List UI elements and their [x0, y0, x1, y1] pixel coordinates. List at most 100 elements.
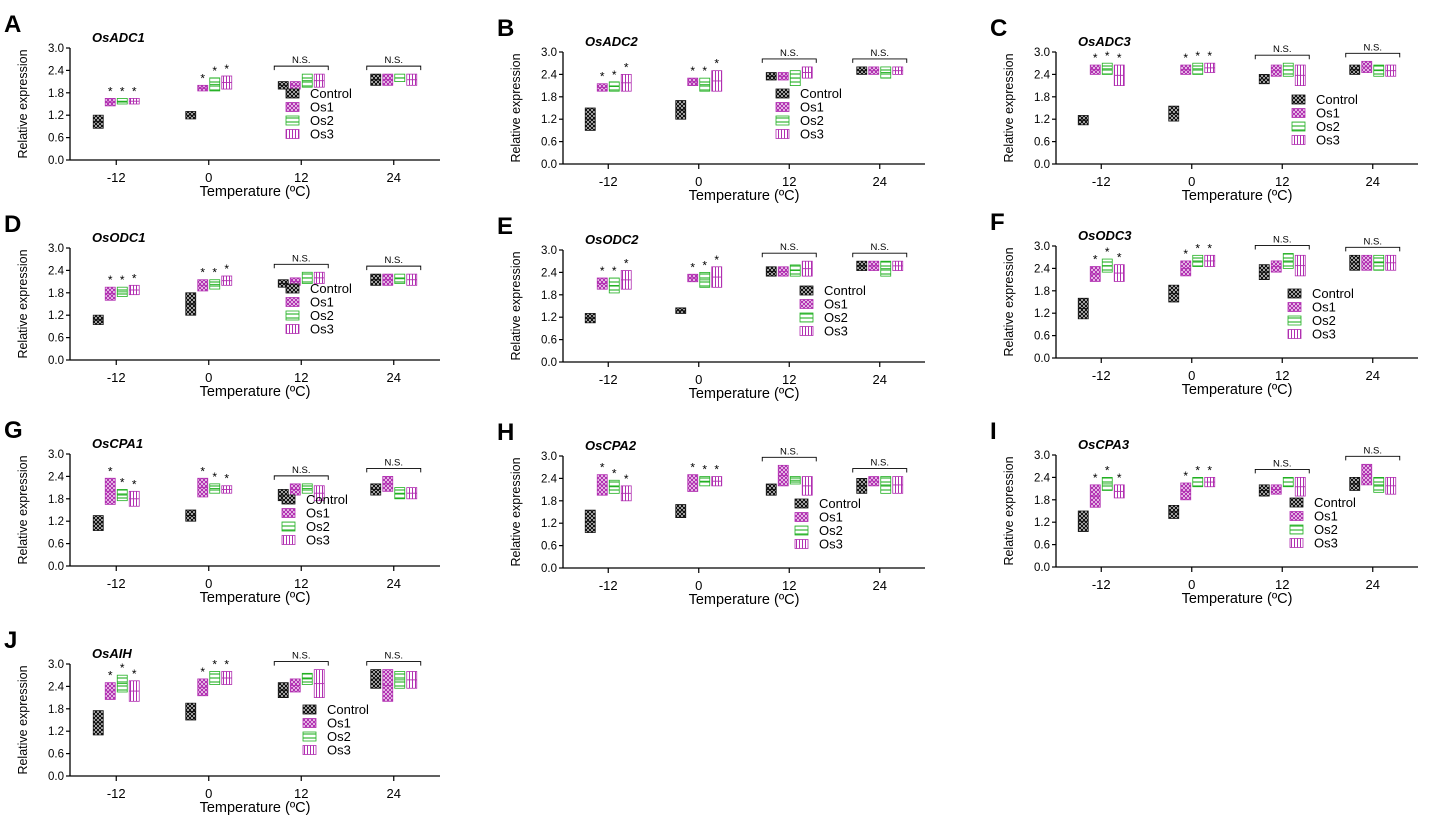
significance-star: *	[212, 64, 217, 78]
significance-star: *	[200, 71, 205, 85]
legend-label-control: Control	[306, 492, 348, 507]
ns-label: N.S.	[292, 465, 310, 476]
legend-swatch-control	[1287, 288, 1302, 299]
significance-star: *	[702, 258, 707, 272]
y-axis-label: Relative expression	[16, 455, 30, 564]
y-tick-label: 1.2	[1034, 517, 1050, 529]
y-tick-label: 2.4	[541, 473, 558, 485]
x-tick-label: 0	[695, 578, 702, 593]
x-tick-label: -12	[107, 170, 126, 185]
legend-label-os2: Os2	[310, 113, 334, 128]
y-tick-label: 0.0	[1034, 353, 1050, 365]
panel-e: E OsODC2 0.0 0.6 1.2 1.8 2.4 3.0 Relative expres…	[497, 213, 925, 402]
y-tick-label: 1.8	[541, 92, 557, 104]
panel-title: OsCPA1	[92, 436, 143, 451]
y-tick-label: 2.4	[541, 267, 558, 279]
legend-swatch-control	[794, 498, 809, 509]
legend-label-os1: Os1	[306, 506, 330, 521]
panel-f: F OsODC3 0.0 0.6 1.2 1.8 2.4 3.0 Relative expres…	[990, 209, 1418, 398]
significance-star: *	[1183, 51, 1188, 65]
y-tick-label: 1.8	[541, 496, 557, 508]
legend-swatch-os3	[302, 745, 317, 755]
legend-swatch-control	[1291, 94, 1306, 105]
legend-swatch-os3	[285, 324, 300, 334]
legend-swatch-os2	[799, 312, 814, 323]
y-tick-label: 1.2	[48, 516, 64, 528]
legend-swatch-os1	[302, 718, 317, 728]
panel-letter: E	[497, 213, 513, 240]
significance-star: *	[702, 64, 707, 78]
legend-label-os1: Os1	[327, 716, 351, 731]
ns-bracket	[366, 65, 422, 71]
significance-star: *	[1117, 471, 1122, 485]
significance-star: *	[120, 84, 125, 98]
x-tick-label: 12	[294, 786, 308, 801]
panel-title: OsADC3	[1078, 34, 1132, 49]
legend-label-control: Control	[310, 281, 352, 296]
y-tick-label: 0.0	[48, 155, 64, 167]
legend-swatch-control	[775, 88, 790, 99]
ns-label: N.S.	[385, 651, 403, 662]
significance-star: *	[224, 62, 229, 76]
significance-star: *	[1207, 241, 1212, 255]
y-tick-label: 3.0	[541, 245, 557, 257]
y-axis-label: Relative expression	[509, 53, 523, 162]
ns-bracket	[273, 65, 329, 71]
y-axis-label: Relative expression	[16, 249, 30, 358]
ns-label: N.S.	[1273, 44, 1291, 55]
y-tick-label: 1.2	[541, 518, 557, 530]
significance-star: *	[132, 271, 137, 285]
x-tick-label: 24	[873, 372, 887, 387]
y-tick-label: 1.8	[1034, 286, 1050, 298]
x-tick-label: 0	[205, 170, 212, 185]
y-tick-label: 1.8	[48, 494, 64, 506]
x-tick-label: -12	[107, 786, 126, 801]
panel-title: OsADC2	[585, 34, 639, 49]
significance-star: *	[224, 262, 229, 276]
legend-label-os2: Os2	[819, 523, 843, 538]
x-tick-label: 0	[1188, 174, 1195, 189]
x-tick-label: 24	[387, 170, 401, 185]
y-tick-label: 0.6	[48, 133, 64, 145]
significance-star: *	[224, 472, 229, 486]
significance-star: *	[1195, 241, 1200, 255]
significance-star: *	[624, 60, 629, 74]
x-tick-label: 12	[1275, 368, 1289, 383]
ns-bracket	[366, 661, 422, 666]
significance-star: *	[132, 667, 137, 681]
y-tick-label: 0.6	[541, 137, 557, 149]
panel-c: C OsADC3 0.0 0.6 1.2 1.8 2.4 3.0 Relative expres…	[990, 15, 1418, 204]
x-tick-label: 0	[205, 576, 212, 591]
x-tick-label: 12	[782, 174, 796, 189]
legend-label-os3: Os3	[1312, 327, 1336, 342]
ns-label: N.S.	[385, 457, 403, 468]
x-tick-label: -12	[1092, 368, 1111, 383]
legend-label-os3: Os3	[800, 127, 824, 142]
x-tick-label: 0	[695, 372, 702, 387]
panel-title: OsAIH	[92, 646, 132, 661]
legend-label-os2: Os2	[824, 310, 848, 325]
legend-swatch-os3	[794, 539, 809, 549]
significance-star: *	[1117, 51, 1122, 65]
legend-label-os1: Os1	[1314, 509, 1338, 524]
y-tick-label: 3.0	[48, 449, 64, 461]
significance-star: *	[1183, 247, 1188, 261]
significance-star: *	[714, 253, 719, 267]
y-axis-label: Relative expression	[1002, 53, 1016, 162]
ns-label: N.S.	[871, 48, 889, 59]
legend-label-control: Control	[327, 702, 369, 717]
y-tick-label: 2.4	[48, 681, 65, 693]
significance-star: *	[702, 463, 707, 477]
x-tick-label: 12	[294, 576, 308, 591]
significance-star: *	[1195, 49, 1200, 63]
panel-h: H OsCPA2 0.0 0.6 1.2 1.8 2.4 3.0 Relative expres…	[497, 419, 925, 608]
significance-star: *	[1093, 51, 1098, 65]
significance-star: *	[1093, 253, 1098, 267]
y-tick-label: 2.4	[48, 265, 65, 277]
legend-label-os2: Os2	[306, 519, 330, 534]
legend-label-control: Control	[1316, 92, 1358, 107]
